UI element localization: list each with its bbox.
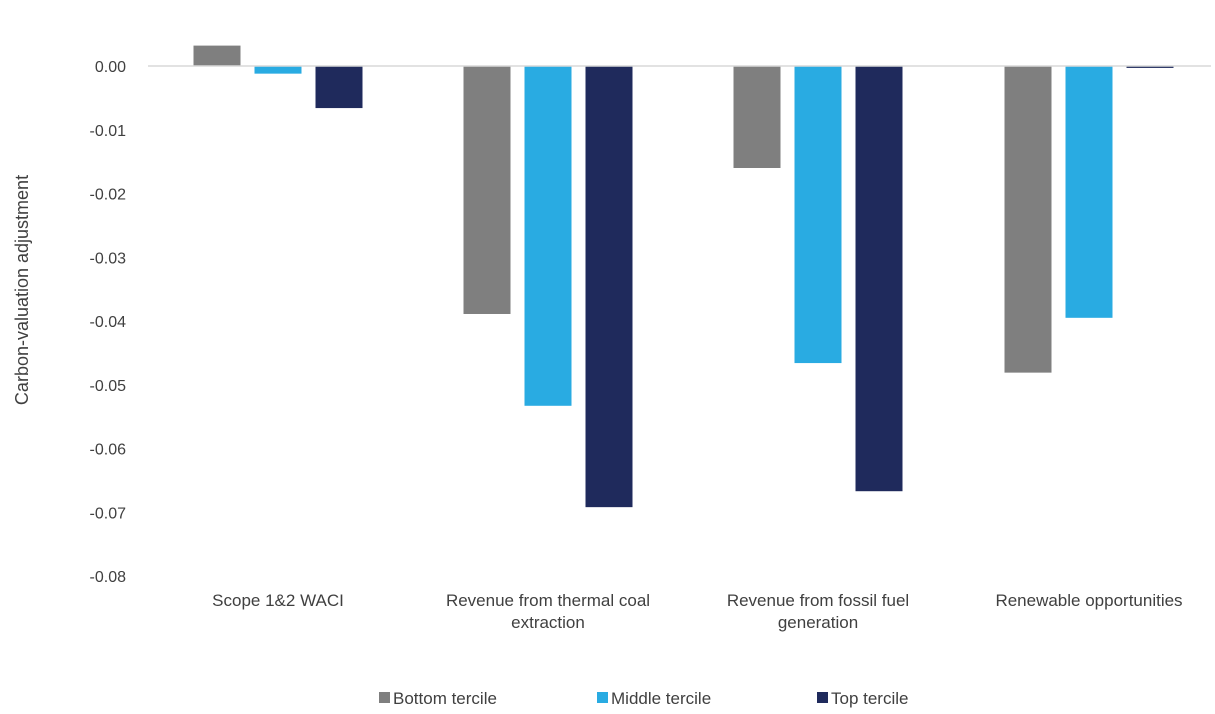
bar-bottom-tercile bbox=[463, 66, 511, 314]
bar-middle-tercile bbox=[524, 66, 572, 406]
y-tick-label: -0.03 bbox=[90, 250, 127, 267]
legend-label: Top tercile bbox=[831, 689, 908, 708]
x-tick-label: Revenue from thermal coal bbox=[446, 591, 650, 610]
y-tick-label: -0.07 bbox=[90, 505, 127, 522]
bar-bottom-tercile bbox=[1004, 66, 1052, 373]
bar-middle-tercile bbox=[794, 66, 842, 364]
bar-middle-tercile bbox=[254, 66, 302, 74]
x-tick-label: Renewable opportunities bbox=[995, 591, 1182, 610]
y-tick-label: -0.08 bbox=[90, 569, 127, 586]
legend: Bottom tercile Middle tercile Top tercile bbox=[379, 689, 908, 708]
y-tick-label: -0.02 bbox=[90, 187, 127, 204]
y-axis-title: Carbon-valuation adjustment bbox=[12, 175, 32, 405]
legend-swatch bbox=[597, 692, 608, 703]
legend-label: Bottom tercile bbox=[393, 689, 497, 708]
y-tick-label: 0.00 bbox=[95, 59, 126, 76]
legend-swatch bbox=[379, 692, 390, 703]
y-tick-label: -0.05 bbox=[90, 378, 127, 395]
bar-top-tercile bbox=[315, 66, 363, 109]
y-tick-label: -0.01 bbox=[90, 123, 127, 140]
x-tick-label: extraction bbox=[511, 613, 585, 632]
bar-top-tercile bbox=[585, 66, 633, 508]
legend-label: Middle tercile bbox=[611, 689, 711, 708]
bar-bottom-tercile bbox=[193, 45, 241, 66]
legend-swatch bbox=[817, 692, 828, 703]
x-axis-labels: Scope 1&2 WACI Revenue from thermal coal e… bbox=[212, 591, 1182, 632]
bar-bottom-tercile bbox=[733, 66, 781, 168]
bars bbox=[193, 45, 1174, 508]
x-tick-label: generation bbox=[778, 613, 858, 632]
y-axis-ticks: 0.00 -0.01 -0.02 -0.03 -0.04 -0.05 -0.06 -0.07 -… bbox=[90, 59, 127, 586]
bar-middle-tercile bbox=[1065, 66, 1113, 318]
y-tick-label: -0.04 bbox=[90, 314, 127, 331]
bar-top-tercile bbox=[855, 66, 903, 492]
bar-top-tercile bbox=[1126, 66, 1174, 68]
y-tick-label: -0.06 bbox=[90, 442, 127, 459]
x-tick-label: Revenue from fossil fuel bbox=[727, 591, 909, 610]
x-tick-label: Scope 1&2 WACI bbox=[212, 591, 344, 610]
